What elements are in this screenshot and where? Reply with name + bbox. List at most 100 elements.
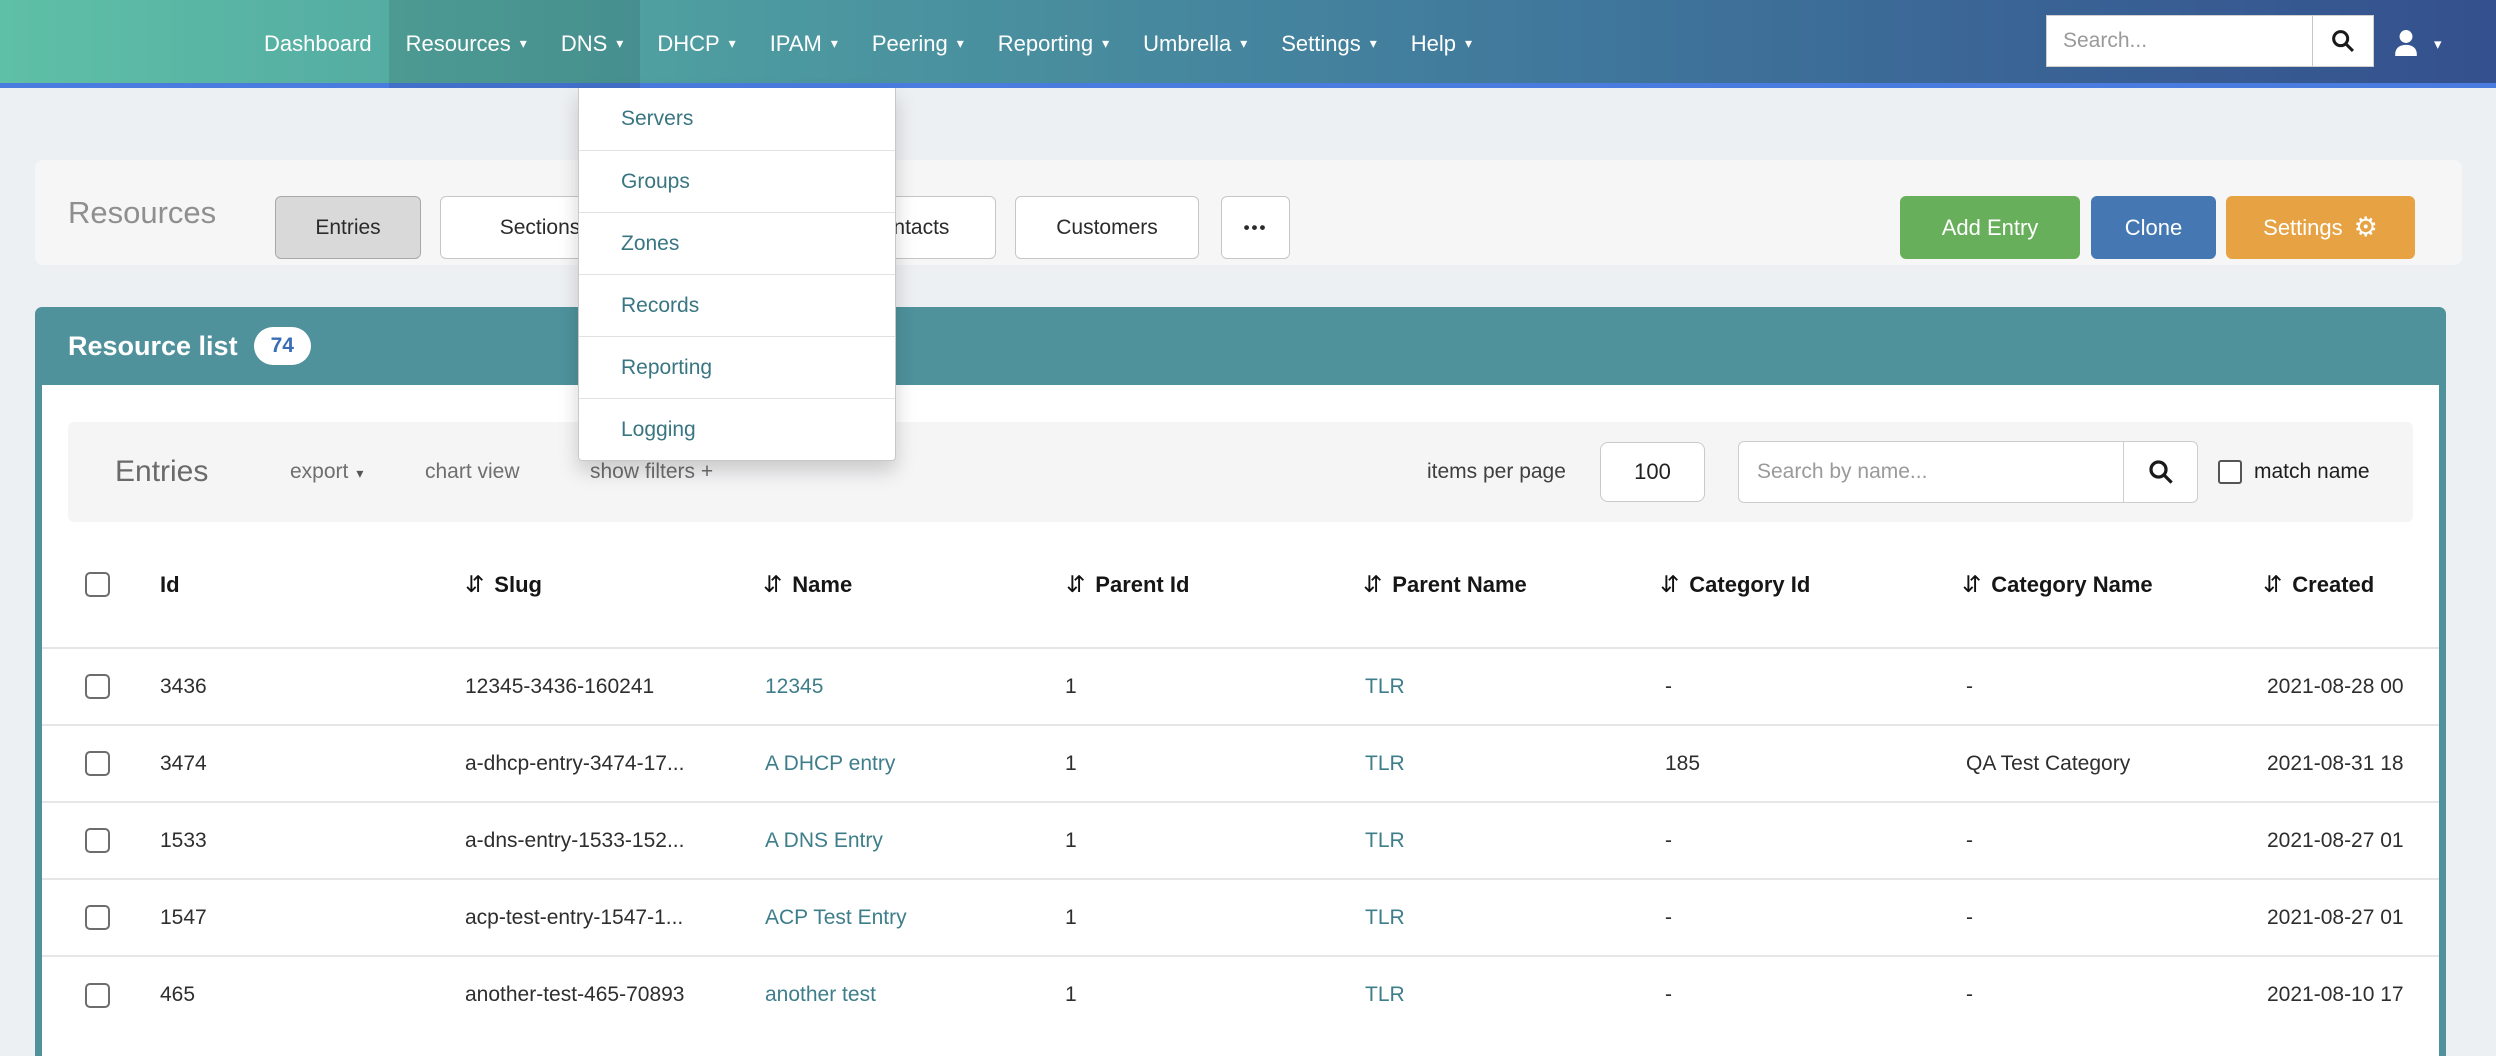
cell-parent-name-link[interactable]: TLR [1365,905,1405,929]
cell-slug: a-dhcp-entry-3474-17... [465,751,685,775]
dns-menu-item[interactable]: Logging [579,398,895,460]
nav-item[interactable]: IPAM ▾ [753,0,855,88]
cell-slug: 12345-3436-160241 [465,674,655,698]
cell-parent-id: 1 [1065,983,1077,1006]
view-tab[interactable]: Customers [1015,196,1199,259]
cell-category-name: - [1966,905,1973,929]
view-tab[interactable]: ••• [1221,196,1290,259]
nav-item[interactable]: Settings ▾ [1264,0,1394,88]
cell-name-link[interactable]: 12345 [765,674,824,698]
global-search-input[interactable] [2047,16,2312,66]
nav-item[interactable]: Help ▾ [1394,0,1489,88]
nav-item[interactable]: Resources ▾ [388,0,544,88]
cell-parent-name-link[interactable]: TLR [1365,983,1405,1006]
chevron-down-icon: ▾ [728,34,736,51]
cell-category-id: - [1665,674,1672,698]
cell-parent-id: 1 [1065,905,1077,929]
view-tab-label: Sections [499,215,581,239]
dns-menu-item[interactable]: Servers [579,88,895,150]
match-name-checkbox[interactable] [2218,460,2242,484]
view-tab-label: Entries [315,215,381,239]
row-checkbox-cell [42,648,142,725]
show-filters-link[interactable]: show filters + [590,460,714,483]
cell-parent-name-link[interactable]: TLR [1365,828,1405,852]
sort-icon: ⇵ [763,571,783,597]
row-checkbox-cell [42,802,142,879]
nav-item[interactable]: Umbrella ▾ [1126,0,1264,88]
nav-item[interactable]: DNS ▾ [543,0,641,88]
nav-item[interactable]: DHCP ▾ [640,0,752,88]
cell-slug: another-test-465-70893 [465,983,685,1006]
name-search-input[interactable] [1738,441,2123,503]
view-tab[interactable]: Entries [275,196,421,259]
chevron-down-icon: ▾ [1465,34,1473,51]
match-name-checkbox-wrap [2218,460,2242,484]
column-header[interactable]: ⇵ Created [2227,522,2439,648]
column-header[interactable]: ⇵ Parent Id [1030,522,1327,648]
resource-list-header: Resource list 74 [35,307,2446,385]
clone-label: Clone [2124,214,2183,240]
cell-name-link[interactable]: A DHCP entry [765,751,896,775]
table-body: 3436 12345-3436-160241 12345 1 TLR - - 2… [42,648,2439,1033]
clone-button[interactable]: Clone [2091,196,2216,259]
row-checkbox[interactable] [85,828,110,853]
cell-id: 465 [160,983,196,1006]
cell-name-link[interactable]: A DNS Entry [765,828,883,852]
row-checkbox[interactable] [85,905,110,930]
cell-name-link[interactable]: ACP Test Entry [765,905,907,929]
column-header[interactable]: ⇵ Parent Name [1327,522,1624,648]
cell-category-name: - [1966,983,1973,1006]
export-menu[interactable]: export ▾ [290,460,363,484]
dns-menu-item[interactable]: Groups [579,150,895,212]
table-row: 3474 a-dhcp-entry-3474-17... A DHCP entr… [42,725,2439,802]
column-header[interactable]: ⇵ Name [727,522,1030,648]
column-header[interactable]: ⇵ Category Id [1624,522,1926,648]
column-header-label: Slug [494,572,542,597]
dns-menu-item-label: Groups [621,170,690,193]
column-header[interactable]: ⇵ Category Name [1926,522,2227,648]
chart-view-link[interactable]: chart view [425,460,520,483]
cell-created: 2021-08-31 18 [2267,751,2404,775]
dns-menu-item[interactable]: Reporting [579,336,895,398]
nav-item-label: DNS [560,31,608,56]
cell-name-link[interactable]: another test [765,983,876,1006]
list-title: Entries [115,455,209,488]
cell-category-name: QA Test Category [1966,751,2131,775]
row-checkbox[interactable] [85,751,110,776]
cell-parent-id: 1 [1065,674,1077,698]
row-checkbox[interactable] [85,674,110,699]
select-all-checkbox[interactable] [85,572,110,597]
nav-item[interactable]: Dashboard ▾ [247,0,389,88]
dns-menu-item[interactable]: Records [579,274,895,336]
match-name-label: match name [2254,460,2370,483]
cell-id: 3436 [160,674,207,698]
global-search-button[interactable] [2312,16,2373,66]
dns-menu-item[interactable]: Zones [579,212,895,274]
column-header[interactable]: ⇵ Slug [429,522,727,648]
dns-menu-item-label: Records [621,294,700,317]
settings-button[interactable]: Settings ⚙ [2226,196,2415,259]
list-toolbar: Entries export ▾ chart view show filters … [68,422,2413,522]
chevron-down-icon: ▾ [519,34,527,51]
items-per-page-input[interactable] [1600,442,1705,502]
chevron-down-icon: ▾ [616,34,624,51]
sort-icon: ⇵ [1363,571,1383,597]
cell-parent-name-link[interactable]: TLR [1365,751,1405,775]
dns-menu-item-label: Reporting [621,356,713,379]
nav-item[interactable]: Peering ▾ [855,0,981,88]
chevron-down-icon: ▾ [2434,36,2442,53]
nav-item-label: Reporting [997,31,1094,56]
search-icon [2148,460,2173,484]
column-header[interactable]: ⇵Id [142,522,429,648]
search-icon [2332,30,2354,52]
settings-label: Settings [2263,214,2343,240]
row-checkbox[interactable] [85,982,110,1008]
chevron-down-icon: ▾ [830,34,838,51]
page-header-panel: Resources Entries Sections Contacts Cust… [35,160,2462,265]
name-search-button[interactable] [2123,441,2198,503]
nav-item[interactable]: Reporting ▾ [981,0,1126,88]
add-entry-button[interactable]: Add Entry [1900,196,2080,259]
cell-parent-name-link[interactable]: TLR [1365,674,1405,698]
user-menu[interactable]: ▾ [2388,0,2442,88]
cell-category-id: - [1665,905,1672,929]
